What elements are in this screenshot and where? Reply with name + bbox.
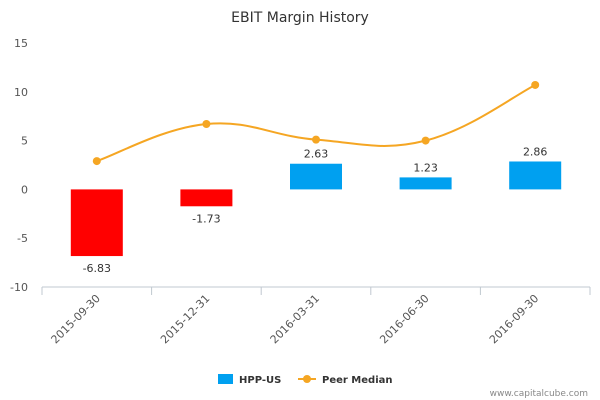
y-axis: 15 10 5 0 -5 -10 (10, 37, 28, 294)
bar (70, 189, 123, 257)
x-tick-label: 2015-12-31 (158, 292, 212, 346)
y-tick-label: 5 (21, 135, 28, 148)
x-tick-label: 2016-06-30 (377, 292, 431, 346)
bar (180, 189, 233, 207)
peer-median-point (312, 135, 320, 144)
y-tick-label: -10 (10, 281, 28, 294)
bar-data-label: -1.73 (192, 212, 220, 225)
peer-median-point (92, 157, 101, 166)
x-axis: 2015-09-30 2015-12-31 2016-03-31 2016-06-30… (41, 286, 591, 346)
legend-label-hpp-us: HPP-US (239, 375, 281, 386)
bar-data-label: 1.23 (413, 161, 438, 174)
y-tick-label: 0 (21, 183, 28, 196)
legend: HPP-US Peer Median (218, 374, 393, 386)
bar (399, 177, 452, 190)
y-tick-label: -5 (17, 232, 28, 245)
bar (509, 161, 562, 190)
chart-title: EBIT Margin History (231, 10, 369, 26)
legend-label-peer-median: Peer Median (322, 375, 393, 386)
x-tick-label: 2016-09-30 (487, 292, 541, 346)
x-tick-label: 2016-03-31 (268, 292, 322, 346)
line-series (92, 80, 540, 166)
peer-median-point (202, 120, 211, 129)
peer-median-point (531, 80, 540, 89)
y-tick-label: 10 (14, 86, 28, 99)
bar-data-label: -6.83 (83, 262, 111, 275)
x-tick-label: 2015-09-30 (49, 292, 103, 346)
bar-series (70, 161, 562, 257)
legend-swatch-hpp-us (218, 374, 233, 384)
footer-url: www.capitalcube.com (490, 389, 588, 399)
bar (290, 163, 342, 190)
bar-data-label: 2.86 (523, 145, 548, 158)
peer-median-point (421, 136, 430, 145)
bar-data-labels: -6.83 -1.73 2.63 1.23 2.86 (83, 145, 548, 275)
legend-swatch-peer-median-marker (303, 375, 311, 383)
bar-data-label: 2.63 (304, 148, 329, 161)
y-tick-label: 15 (14, 37, 28, 50)
